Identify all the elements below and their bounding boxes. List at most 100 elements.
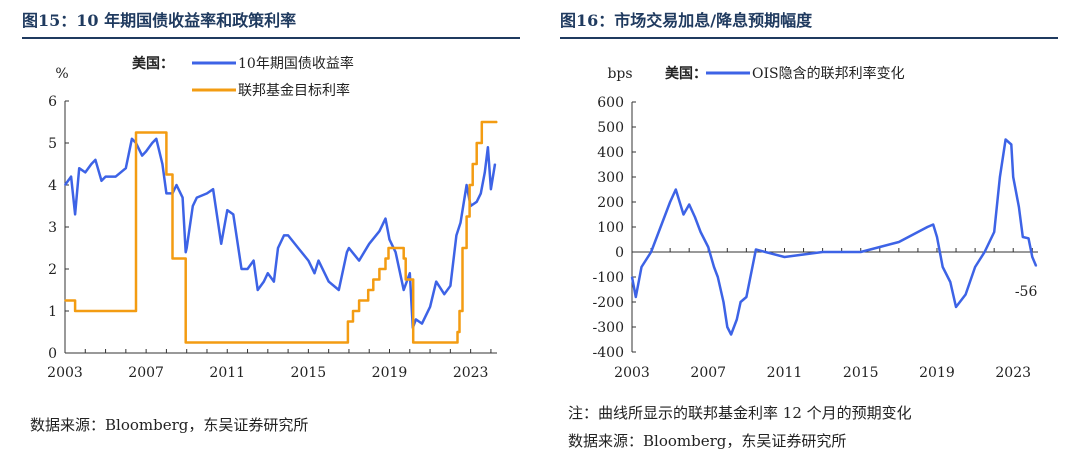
left-data-point <box>240 268 243 270</box>
left-data-point <box>64 184 66 186</box>
right-data-point <box>745 296 748 298</box>
right-data-point <box>917 231 919 233</box>
left-source-note: 数据来源：Bloomberg，东吴证券研究所 <box>30 416 309 434</box>
left-data-point <box>206 192 208 195</box>
right-x-tick-label: 2023 <box>995 365 1031 381</box>
left-y-tick-label: 3 <box>48 220 57 236</box>
left-y-tick-label: 0 <box>48 346 57 362</box>
left-data-point <box>220 243 222 245</box>
left-data-point <box>475 201 478 203</box>
right-data-point <box>730 333 732 336</box>
right-y-tick-label: 300 <box>597 170 624 186</box>
left-data-point <box>453 341 456 344</box>
left-data-point <box>181 196 184 199</box>
left-data-point <box>151 142 153 144</box>
left-data-point <box>480 192 482 195</box>
left-data-point <box>159 131 162 134</box>
right-data-point <box>936 236 938 238</box>
right-chart: -400 -300 -200 -100 0 100 200 300 400 500 600 2003 2… <box>593 65 1038 381</box>
left-data-point <box>338 289 340 291</box>
left-data-point <box>307 259 310 262</box>
right-x-tick-label: 2007 <box>690 365 726 381</box>
right-data-point <box>755 248 757 251</box>
left-data-point <box>490 188 492 190</box>
right-data-point <box>635 296 637 298</box>
left-data-point <box>297 247 300 249</box>
left-data-point <box>246 268 249 270</box>
right-data-point <box>983 251 986 253</box>
left-legend-prefix: 美国： <box>132 55 174 72</box>
left-y-tick-label: 6 <box>48 94 57 110</box>
left-data-point <box>267 272 269 274</box>
right-data-point <box>682 213 685 216</box>
left-data-point <box>372 278 375 281</box>
left-data-point <box>348 247 350 249</box>
right-data-point <box>1018 206 1020 208</box>
left-data-point <box>184 341 187 344</box>
left-data-point <box>368 243 371 245</box>
left-data-point <box>185 247 188 249</box>
left-data-point <box>165 173 168 176</box>
right-data-point <box>640 266 643 268</box>
left-data-point <box>277 247 279 249</box>
left-data-point <box>196 196 198 199</box>
right-data-point <box>1004 138 1007 141</box>
right-data-point <box>859 251 862 253</box>
right-data-point <box>688 203 690 206</box>
left-data-point <box>175 184 178 186</box>
left-data-point <box>388 238 391 241</box>
left-data-point <box>494 163 496 165</box>
left-data-point <box>409 272 411 274</box>
left-data-point <box>155 138 158 140</box>
left-title-rule <box>22 37 520 39</box>
left-x-tick-label: 2019 <box>372 365 408 381</box>
left-data-point <box>465 215 468 218</box>
left-data-point <box>378 268 381 270</box>
left-data-point <box>461 247 464 249</box>
left-data-point <box>468 184 471 186</box>
left-data-point <box>412 341 415 344</box>
right-y-tick-label: -100 <box>593 270 624 286</box>
right-y-tick-label: -200 <box>593 295 624 311</box>
left-data-point <box>135 131 137 134</box>
left-data-point <box>100 180 103 182</box>
left-data-point <box>481 121 483 123</box>
right-data-point <box>993 231 995 233</box>
right-data-point <box>783 256 786 258</box>
left-data-point <box>384 217 387 220</box>
left-data-point <box>402 257 405 260</box>
left-data-point <box>358 299 360 302</box>
left-chart-title: 图15：10 年期国债收益率和政策利率 <box>22 11 297 30</box>
right-legend-prefix: 美国： <box>665 65 707 82</box>
right-end-annotation: -56 <box>1015 284 1038 300</box>
right-data-point <box>699 231 702 233</box>
right-data-point <box>650 251 652 253</box>
right-x-tick-label: 2015 <box>843 365 879 381</box>
right-data-point <box>707 246 709 248</box>
left-x-tick-label: 2023 <box>453 365 489 381</box>
right-chart-panel: 图16：市场交易加息/降息预期幅度 -400 -300 -200 -100 0 100 20… <box>560 0 1080 459</box>
right-x-tick-label: 2019 <box>919 365 955 381</box>
right-y-tick-label: -400 <box>593 345 624 361</box>
left-data-point <box>384 257 387 260</box>
left-data-point <box>465 184 468 186</box>
left-data-point <box>367 289 370 291</box>
right-data-point <box>694 216 696 218</box>
left-data-point <box>171 257 174 260</box>
left-data-point <box>70 175 72 178</box>
left-data-point <box>94 310 97 312</box>
right-data-point <box>675 188 677 191</box>
left-data-point <box>317 259 320 262</box>
right-data-point <box>898 241 900 243</box>
left-data-point <box>455 234 458 237</box>
left-data-point <box>404 278 407 281</box>
right-data-point <box>717 276 719 278</box>
right-title-rule <box>560 37 1058 39</box>
left-chart-panel: 图15：10 年期国债收益率和政策利率 0 1 2 3 4 5 6 2003 2007 2011 2… <box>22 0 542 459</box>
right-data-point <box>669 201 671 203</box>
left-data-point <box>125 167 127 169</box>
left-data-point <box>398 247 401 249</box>
left-data-point <box>161 163 164 165</box>
left-series-line-1 <box>63 137 497 330</box>
right-y-tick-label: -300 <box>593 320 624 336</box>
